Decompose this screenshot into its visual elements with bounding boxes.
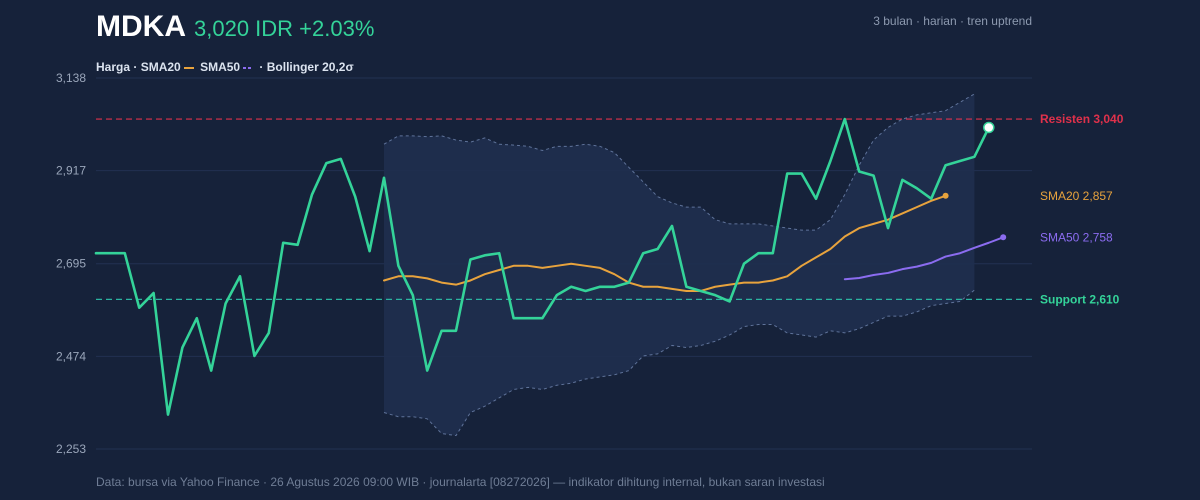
sma50-line [843,236,1005,281]
resistance-label: Resisten 3,040 [1040,112,1124,126]
legend-sma20-swatch [183,66,194,69]
legend-sma20: SMA20 [140,60,181,74]
y-tick-label: 2,917 [56,164,86,178]
legend-harga: Harga [96,60,131,74]
price-change: 3,020 IDR +2.03% [194,16,375,41]
bollinger-upper-line [383,93,975,231]
y-tick-label: 2,474 [56,349,86,363]
price-end-dot [983,121,995,134]
footer-note: Data: bursa via Yahoo Finance · 26 Agust… [96,475,825,489]
sma20-end-label: SMA20 2,857 [1040,189,1113,203]
legend-bollinger: Bollinger 20,2σ [266,60,354,74]
y-tick-label: 3,138 [56,71,86,85]
legend-separator-2: · [259,60,264,74]
chart-header: MDKA 3,020 IDR +2.03% [96,10,374,44]
sma20-line [383,194,947,292]
sma50-end-label: SMA50 2,758 [1040,230,1113,244]
chart-meta: 3 bulan · harian · tren uptrend [873,14,1032,28]
y-tick-label: 2,253 [56,442,86,456]
sma50-end-dot [1000,234,1007,241]
chart-legend: Harga · SMA20 SMA50 · Bollinger 20,2σ [96,60,354,74]
bollinger-lower-line [383,289,975,437]
price-line [94,117,991,416]
ticker-symbol: MDKA [96,10,186,43]
legend-separator: · [133,60,138,74]
support-label: Support 2,610 [1040,292,1120,306]
sma20-end-dot [942,192,949,199]
y-tick-label: 2,695 [56,257,86,271]
bollinger-band-area [384,93,975,436]
legend-sma50: SMA50 [200,60,241,74]
legend-sma50-swatch [243,66,254,69]
